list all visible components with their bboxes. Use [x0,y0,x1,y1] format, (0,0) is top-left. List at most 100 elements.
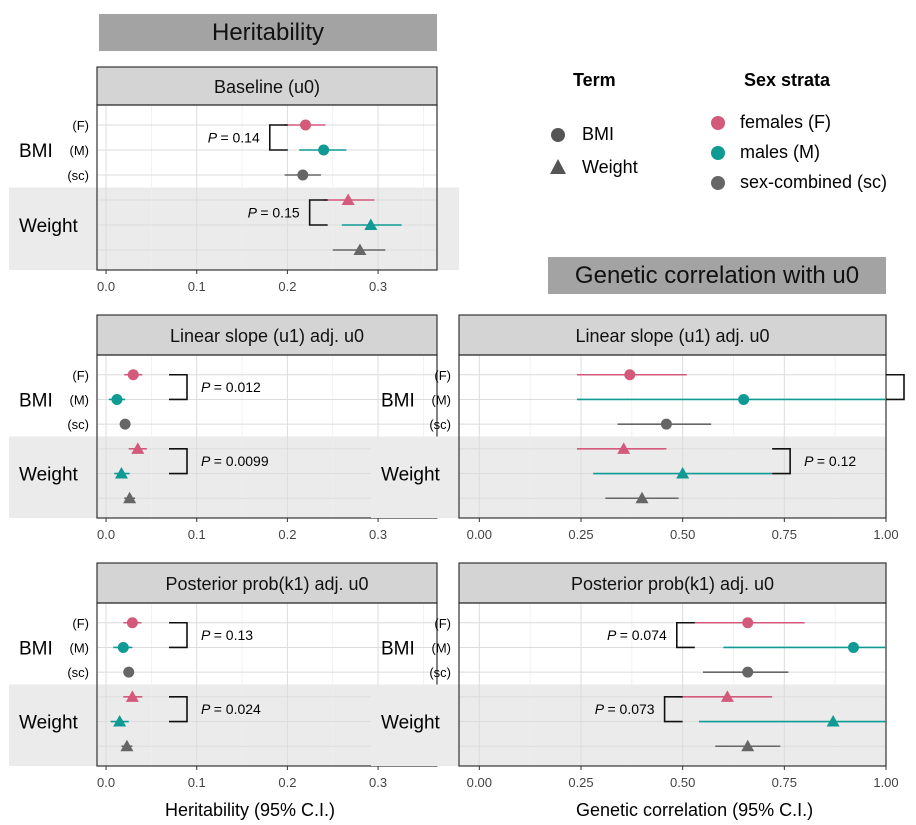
weight-band [9,684,437,766]
weight-band [9,436,437,518]
panel-h-k1: Posterior prob(k1) adj. u0 0.0 0.1 0.2 0.3 (F… [9,562,438,790]
x-tick-label: 0.2 [278,279,296,294]
panel-title: Posterior prob(k1) adj. u0 [165,574,368,594]
point-bmi-M [318,144,330,156]
p-bracket [772,448,791,475]
genetic-correlation-header: Genetic correlation with u0 [548,257,886,294]
point-weight-sc [635,491,649,504]
panel-g-k1: Posterior prob(k1) adj. u0 0.00 0.25 0.50 0.… [371,562,899,790]
panel-title: Baseline (u0) [214,77,320,97]
point-weight-M [676,467,690,479]
point-bmi-F [126,617,138,629]
panel-title: Posterior prob(k1) adj. u0 [571,574,774,594]
panel-border [458,602,887,767]
legend-sex-females-symbol [711,116,725,130]
x-tick-label: 1.00 [873,527,898,542]
point-weight-F [617,442,631,454]
panel-strip [96,314,438,356]
p-bracket [886,373,905,401]
y-label-male: (M) [70,392,90,407]
x-tick-label: 0.1 [188,775,206,790]
point-bmi-sc [742,666,754,678]
y-label-weight: Weight [381,465,441,486]
legend-term-weight-label: Weight [582,157,638,177]
point-bmi-M [847,641,859,653]
x-tick-label: 0.25 [568,527,593,542]
point-weight-F [720,690,734,702]
point-bmi-sc [119,418,131,430]
x-axis-title-heritability: Heritability (95% C.I.) [165,800,336,820]
panel-title: Linear slope (u1) adj. u0 [575,326,769,346]
p-value-label: P = 0.024 [201,701,261,717]
x-tick-label: 0.00 [467,527,492,542]
panel-border [458,354,887,519]
point-bmi-F [742,617,754,629]
x-axis-title-genetic-correlation: Genetic correlation (95% C.I.) [576,800,814,820]
y-label-female: (F) [72,368,89,383]
point-weight-M [364,218,378,230]
y-label-bmi: BMI [381,390,415,411]
x-tick-label: 0.0 [97,775,115,790]
point-bmi-F [127,369,139,381]
point-bmi-F [624,369,636,381]
y-label-bmi: BMI [19,390,53,411]
panel-strip [96,66,438,106]
y-label-combined: (sc) [67,665,89,680]
x-tick-label: 0.0 [97,279,115,294]
x-tick-label: 0.3 [369,527,387,542]
legend-term-bmi-symbol [551,128,565,142]
x-tick-label: 0.3 [369,775,387,790]
p-value-label: P = 0.074 [607,627,667,643]
point-weight-F [341,193,355,205]
p-value-label: P = 0.0099 [201,453,269,469]
x-tick-label: 1.00 [873,775,898,790]
point-weight-sc [353,243,367,255]
legend-term-title: Term [573,70,616,90]
x-tick-label: 0.1 [188,527,206,542]
y-label-combined: (sc) [67,168,89,183]
panel-title: Linear slope (u1) adj. u0 [170,326,364,346]
legend-term-bmi-label: BMI [582,124,615,144]
legend-sex-title: Sex strata [744,70,831,90]
legend-term-weight-symbol [550,159,566,174]
y-label-male: (M) [432,392,452,407]
x-tick-label: 0.2 [278,527,296,542]
x-tick-label: 0.3 [369,279,387,294]
legend-sex-females-label: females (F) [740,112,832,132]
heritability-header-text: Heritability [211,18,325,46]
y-label-bmi: BMI [19,141,53,162]
p-value-label: P = 0.15 [248,205,300,221]
y-label-combined: (sc) [67,417,89,432]
point-weight-sc [123,491,137,504]
y-label-female: (F) [434,368,451,383]
panel-border [96,104,438,271]
point-weight-F [125,690,139,702]
p-bracket [308,199,328,226]
x-tick-label: 0.25 [568,775,593,790]
x-tick-label: 0.2 [278,775,296,790]
point-weight-M [113,715,127,727]
point-bmi-M [117,641,129,653]
y-label-weight: Weight [19,216,79,237]
panel-strip [458,562,887,604]
x-tick-label: 0.50 [670,775,695,790]
y-label-weight: Weight [19,713,79,734]
y-label-combined: (sc) [429,417,451,432]
x-tick-label: 0.75 [772,527,797,542]
p-bracket [169,621,188,649]
y-label-female: (F) [72,118,89,133]
y-label-bmi: BMI [381,638,415,659]
weight-band [371,436,886,518]
panel-h-u0: Baseline (u0) 0.0 0.1 0.2 0.3 (F) (M) (sc) BMI We… [9,66,459,294]
point-weight-F [131,442,145,454]
y-label-female: (F) [72,616,89,631]
p-value-label: P = 0.073 [595,701,655,717]
panel-g-u1: Linear slope (u1) adj. u0 0.00 0.25 0.50 0.7… [371,314,905,542]
point-bmi-M [111,393,123,405]
point-weight-M [826,715,840,727]
point-bmi-sc [660,418,672,430]
heritability-header: Heritability [99,14,437,51]
p-bracket [169,448,188,475]
p-value-label: P = 0.12 [804,453,856,469]
